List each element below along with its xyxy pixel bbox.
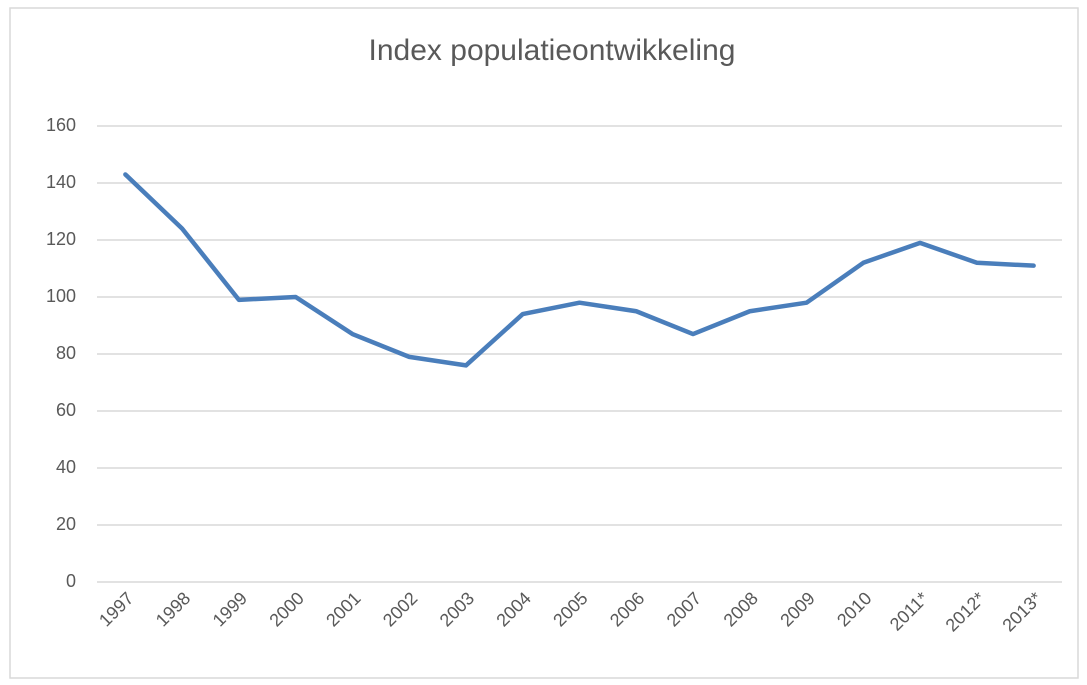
- y-tick-label: 0: [66, 571, 76, 591]
- y-tick-label: 120: [46, 229, 76, 249]
- y-tick-label: 160: [46, 115, 76, 135]
- y-tick-label: 100: [46, 286, 76, 306]
- y-tick-label: 60: [56, 400, 76, 420]
- chart-frame: [9, 7, 1079, 679]
- y-tick-label: 40: [56, 457, 76, 477]
- chart-title: Index populatieontwikkeling: [369, 34, 736, 67]
- y-tick-label: 140: [46, 172, 76, 192]
- y-tick-label: 80: [56, 343, 76, 363]
- data-line: [123, 172, 1036, 368]
- y-tick-label: 20: [56, 514, 76, 534]
